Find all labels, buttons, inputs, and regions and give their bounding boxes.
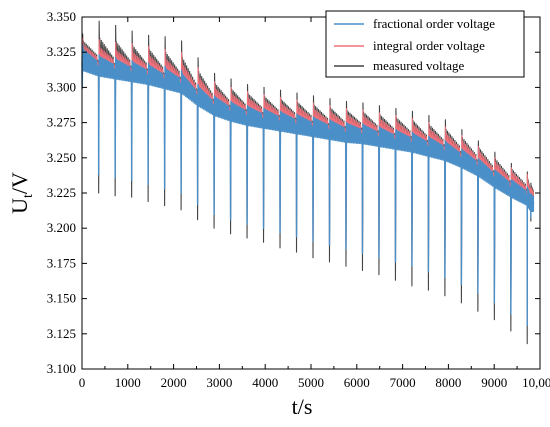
x-axis-title: t/s [292,394,313,419]
y-axis-title-subscript: t [21,194,36,198]
x-tick-label: 1000 [115,375,141,390]
x-tick-label: 5000 [298,375,324,390]
y-tick-label: 3.325 [47,44,76,59]
series-layer [81,20,535,345]
y-axis-title: Ut/V [7,172,36,214]
y-tick-label: 3.125 [47,326,76,341]
legend-label-fractional: fractional order voltage [373,16,495,31]
y-tick-label: 3.150 [47,291,76,306]
x-tick-label: 4000 [252,375,278,390]
legend-label-measured: measured voltage [373,58,465,73]
y-tick-label: 3.225 [47,185,76,200]
y-tick-label: 3.175 [47,255,76,270]
y-tick-label: 3.250 [47,150,76,165]
y-tick-label: 3.100 [47,361,76,376]
x-tick-label: 3000 [206,375,232,390]
axis-layer: 0 1000 2000 3000 4000 5000 6000 7000 8000 9000 10,… [47,9,550,390]
y-tick-label: 3.275 [47,115,76,130]
x-tick-label: 6000 [344,375,370,390]
y-tick-label: 3.200 [47,220,76,235]
x-tick-label: 7000 [390,375,416,390]
y-tick-label: 3.300 [47,79,76,94]
x-tick-label: 8000 [435,375,461,390]
x-tick-label: 9000 [481,375,507,390]
x-tick-label: 10,000 [522,375,550,390]
legend: fractional order voltage integral order … [325,10,525,78]
x-tick-label: 2000 [161,375,187,390]
series-line-fractional-order-voltage [81,44,535,327]
legend-label-integral: integral order voltage [373,38,485,53]
y-tick-label: 3.350 [47,9,76,24]
x-tick-label: 0 [79,375,86,390]
